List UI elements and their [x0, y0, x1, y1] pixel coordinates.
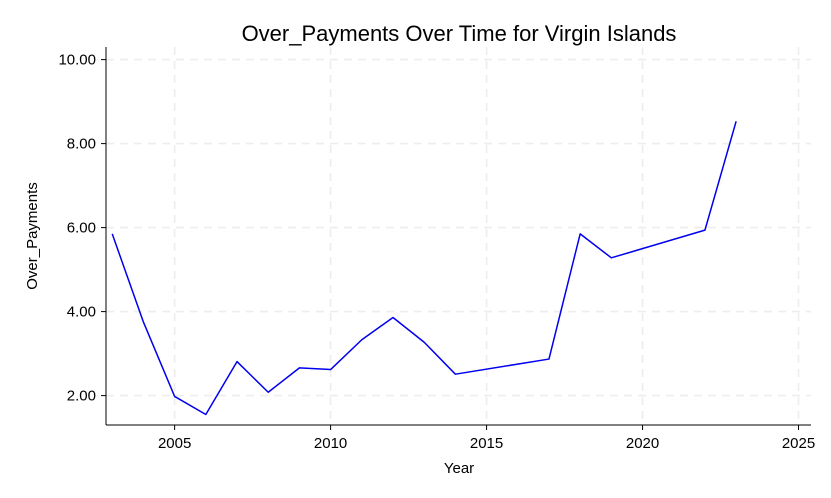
x-axis-label: Year	[444, 460, 474, 477]
series-line-0	[111, 121, 737, 416]
y-tick-label-4: 10.00	[58, 52, 96, 69]
y-tick-label-1: 4.00	[67, 304, 96, 321]
y-tick-label-0: 2.00	[67, 388, 96, 405]
x-tick-label-3: 2020	[626, 435, 659, 452]
y-axis-label: Over_Payments	[24, 182, 41, 290]
series-layer	[111, 121, 737, 416]
y-tick-label-3: 8.00	[67, 136, 96, 153]
x-tick-label-1: 2010	[314, 435, 347, 452]
axes-layer: 2005 2010 2015 2020 2025 2.00 4.00 6.00 8.00 10.0…	[58, 47, 815, 452]
x-tick-label-0: 2005	[158, 435, 191, 452]
grid-layer	[106, 47, 811, 425]
chart-title: Over_Payments Over Time for Virgin Islan…	[242, 21, 677, 46]
y-tick-label-2: 6.00	[67, 220, 96, 237]
x-tick-label-2: 2015	[470, 435, 503, 452]
x-tick-label-4: 2025	[782, 435, 815, 452]
